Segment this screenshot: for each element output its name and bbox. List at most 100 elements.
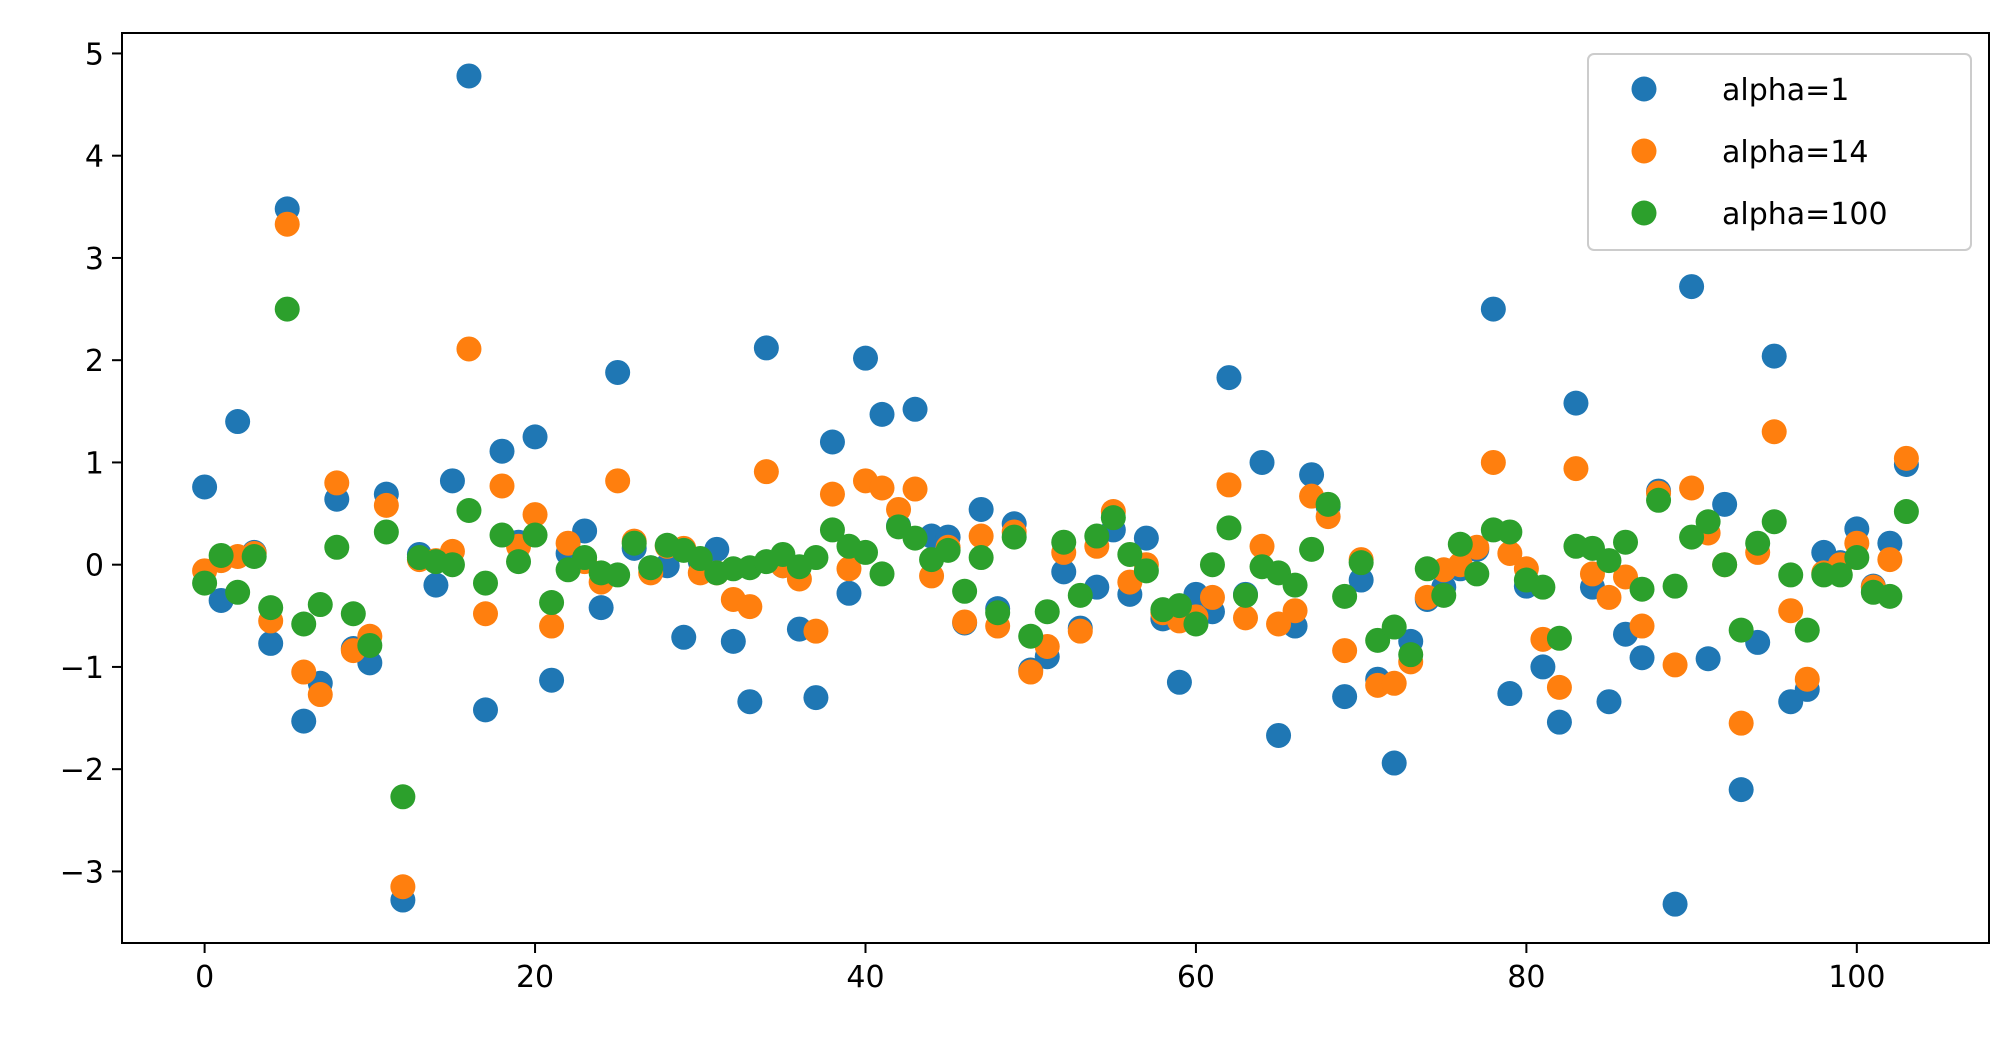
data-point: [539, 613, 565, 639]
data-point: [1381, 614, 1407, 640]
data-point: [1348, 550, 1374, 576]
x-tick-label: 40: [846, 960, 884, 995]
data-point: [489, 473, 515, 499]
data-point: [1662, 891, 1688, 917]
data-point: [539, 590, 565, 616]
legend-label: alpha=1: [1722, 73, 1849, 108]
data-point: [902, 476, 928, 502]
data-point: [1728, 710, 1754, 736]
data-point: [472, 570, 498, 596]
data-point: [886, 496, 912, 522]
data-point: [1596, 584, 1622, 610]
data-point: [1497, 681, 1523, 707]
data-point: [605, 359, 631, 385]
data-point: [1613, 529, 1639, 555]
data-point: [1051, 559, 1077, 585]
data-point: [1216, 365, 1242, 391]
data-point: [1497, 540, 1523, 566]
data-point: [390, 874, 416, 900]
data-point: [1034, 599, 1060, 625]
data-point: [1629, 645, 1655, 671]
data-point: [985, 600, 1011, 626]
data-point: [307, 592, 333, 618]
data-point: [1629, 613, 1655, 639]
data-point: [472, 601, 498, 627]
y-tick-label: 0: [85, 549, 104, 584]
data-point: [1199, 552, 1225, 578]
data-point: [819, 481, 845, 507]
data-point: [456, 336, 482, 362]
data-point: [208, 542, 234, 568]
data-point: [1282, 572, 1308, 598]
data-point: [1712, 552, 1738, 578]
data-point: [952, 609, 978, 635]
data-point: [737, 594, 763, 620]
data-point: [1348, 567, 1374, 593]
data-point: [1530, 574, 1556, 600]
data-point: [1067, 618, 1093, 644]
data-point: [952, 578, 978, 604]
data-point: [522, 424, 548, 450]
legend-marker: [1631, 200, 1657, 226]
data-point: [869, 561, 895, 587]
data-point: [324, 470, 350, 496]
data-point: [522, 502, 548, 528]
data-point: [1133, 558, 1159, 584]
data-point: [1563, 456, 1589, 482]
data-point: [456, 63, 482, 89]
data-point: [605, 562, 631, 588]
data-point: [605, 468, 631, 494]
data-point: [1778, 562, 1804, 588]
y-tick-label: −3: [60, 855, 104, 890]
data-point: [1679, 524, 1705, 550]
data-point: [1695, 509, 1721, 535]
data-point: [1249, 449, 1275, 475]
data-point: [1381, 750, 1407, 776]
data-point: [902, 525, 928, 551]
data-point: [1332, 638, 1358, 664]
data-point: [225, 409, 251, 435]
data-point: [1679, 475, 1705, 501]
data-point: [902, 396, 928, 422]
data-point: [258, 630, 284, 656]
data-point: [819, 429, 845, 455]
data-point: [1844, 545, 1870, 571]
data-point: [241, 544, 267, 570]
y-tick-label: 1: [85, 446, 104, 481]
data-point: [968, 545, 994, 571]
data-point: [1216, 472, 1242, 498]
data-point: [1233, 582, 1258, 608]
legend-label: alpha=100: [1722, 197, 1888, 232]
legend-marker: [1631, 138, 1657, 164]
data-point: [1414, 556, 1440, 582]
data-point: [753, 459, 779, 485]
data-point: [1761, 509, 1787, 535]
data-point: [1546, 709, 1572, 735]
data-point: [1001, 524, 1027, 550]
data-point: [1067, 582, 1093, 608]
data-point: [1596, 689, 1622, 715]
series-2-points: [192, 296, 1919, 810]
legend-box: [1587, 53, 1972, 251]
data-point: [489, 438, 515, 464]
data-point: [638, 555, 664, 581]
legend-marker: [1631, 76, 1657, 102]
data-point: [588, 595, 614, 621]
x-tick-label: 100: [1828, 960, 1885, 995]
data-point: [373, 519, 399, 545]
data-point: [291, 611, 317, 637]
data-point: [935, 537, 961, 563]
x-tick-label: 60: [1177, 960, 1215, 995]
x-tick-label: 20: [516, 960, 554, 995]
data-point: [1447, 531, 1473, 557]
data-point: [1893, 445, 1919, 471]
data-point: [1166, 593, 1192, 619]
data-point: [522, 522, 548, 548]
data-point: [555, 530, 581, 556]
data-point: [803, 685, 829, 711]
data-point: [1480, 296, 1506, 322]
data-point: [1381, 670, 1407, 696]
data-point: [1877, 547, 1903, 573]
y-tick-label: 2: [85, 344, 104, 379]
data-point: [1646, 487, 1672, 513]
